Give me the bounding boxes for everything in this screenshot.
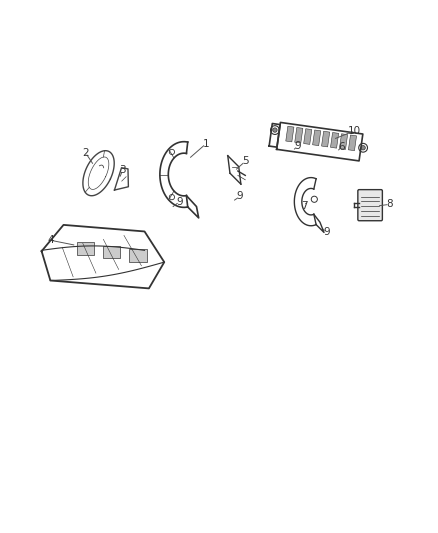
Text: 1: 1 bbox=[202, 139, 209, 149]
Text: 2: 2 bbox=[82, 148, 89, 158]
Bar bbox=[77, 243, 94, 255]
Polygon shape bbox=[313, 130, 321, 146]
Polygon shape bbox=[295, 127, 303, 143]
Text: 9: 9 bbox=[176, 197, 183, 207]
Text: 9: 9 bbox=[237, 191, 244, 201]
Polygon shape bbox=[348, 135, 357, 151]
Text: 3: 3 bbox=[119, 165, 126, 175]
Bar bbox=[103, 246, 120, 258]
Bar bbox=[129, 249, 147, 262]
Text: 6: 6 bbox=[338, 142, 345, 152]
FancyBboxPatch shape bbox=[358, 190, 382, 221]
Polygon shape bbox=[321, 131, 330, 147]
Text: 7: 7 bbox=[301, 201, 308, 211]
Circle shape bbox=[273, 128, 277, 132]
Text: 4: 4 bbox=[47, 235, 54, 245]
Text: 5: 5 bbox=[242, 156, 249, 166]
Text: 9: 9 bbox=[323, 228, 330, 237]
Text: 10: 10 bbox=[348, 126, 361, 136]
Text: 8: 8 bbox=[386, 199, 393, 209]
Polygon shape bbox=[339, 134, 348, 149]
Circle shape bbox=[361, 146, 365, 150]
Polygon shape bbox=[286, 126, 294, 142]
Polygon shape bbox=[331, 133, 339, 148]
Text: 9: 9 bbox=[294, 141, 301, 151]
Polygon shape bbox=[304, 129, 312, 144]
